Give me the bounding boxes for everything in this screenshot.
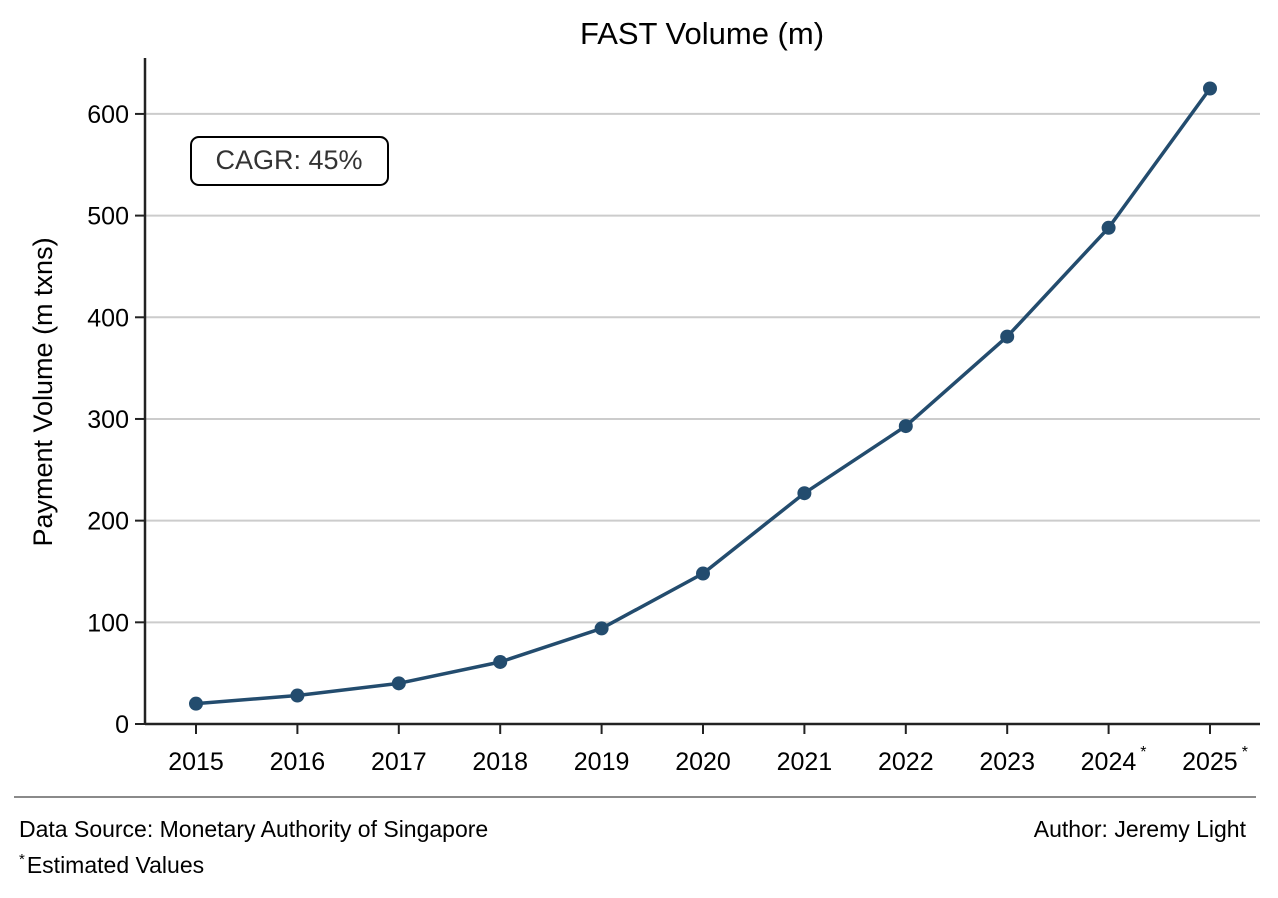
x-tick-year: 2015 — [168, 748, 224, 776]
y-axis-ticks: 0 100 200 300 400 500 600 — [87, 101, 145, 739]
data-point — [290, 688, 305, 703]
footnote-marker: * — [19, 851, 25, 868]
data-point — [1000, 329, 1015, 344]
y-tick-label: 400 — [87, 304, 129, 332]
x-tick-label: 2016 — [270, 748, 326, 776]
line-chart: FAST Volume (m) Payment Volume (m txns) … — [28, 16, 1260, 776]
estimate-marker: * — [1242, 744, 1248, 761]
x-tick-year: 2021 — [777, 748, 833, 776]
footer-divider — [14, 796, 1256, 798]
y-tick-label: 300 — [87, 406, 129, 434]
x-tick-year: 2022 — [878, 748, 934, 776]
estimate-marker: * — [1140, 744, 1146, 761]
data-point — [1101, 220, 1116, 235]
x-tick-label: 2020 — [675, 748, 731, 776]
x-tick-year: 2019 — [574, 748, 630, 776]
y-tick-label: 200 — [87, 508, 129, 536]
x-tick-year: 2023 — [979, 748, 1035, 776]
x-tick-year: 2025 — [1182, 748, 1238, 776]
y-tick-label: 600 — [87, 101, 129, 129]
x-tick-label: 2021 — [777, 748, 833, 776]
x-tick-label: 2023 — [979, 748, 1035, 776]
data-point — [493, 654, 508, 669]
data-point — [797, 486, 812, 501]
gridlines — [145, 112, 1260, 624]
estimate-footnote: *Estimated Values — [19, 852, 204, 877]
data-point — [189, 696, 203, 711]
x-tick-label: 2015 — [168, 748, 224, 776]
data-source: Data Source: Monetary Authority of Singa… — [19, 816, 489, 842]
x-tick-label: 2019 — [574, 748, 630, 776]
y-tick-label: 100 — [87, 609, 129, 637]
x-tick-label: 2018 — [472, 748, 528, 776]
x-tick-label: 2025 * — [1182, 744, 1248, 776]
data-point — [1203, 81, 1217, 96]
x-tick-label: 2017 — [371, 748, 427, 776]
x-tick-year: 2024 — [1081, 748, 1137, 776]
x-tick-year: 2020 — [675, 748, 731, 776]
author-credit: Author: Jeremy Light — [1033, 816, 1246, 842]
cagr-annotation-text: CAGR: 45% — [215, 145, 362, 175]
data-point — [391, 676, 406, 691]
cagr-annotation-box — [190, 136, 389, 186]
y-tick-label: 0 — [115, 711, 129, 739]
x-axis-ticks: 2015 2016 2017 2018 2019 2020 2021 2022 2023 2024… — [168, 724, 1248, 776]
x-tick-year: 2018 — [472, 748, 528, 776]
data-point — [696, 566, 710, 581]
x-tick-year: 2017 — [371, 748, 427, 776]
footnote-text: Estimated Values — [26, 852, 205, 878]
data-point — [898, 419, 913, 434]
data-point — [594, 621, 609, 636]
chart-title: FAST Volume (m) — [580, 16, 824, 51]
x-tick-label: 2024 * — [1081, 744, 1147, 776]
x-tick-year: 2016 — [270, 748, 326, 776]
y-tick-label: 500 — [87, 203, 129, 231]
x-tick-label: 2022 — [878, 748, 934, 776]
cagr-annotation: CAGR: 45% — [190, 136, 389, 186]
series-group — [189, 81, 1217, 711]
y-axis-label: Payment Volume (m txns) — [28, 237, 58, 546]
